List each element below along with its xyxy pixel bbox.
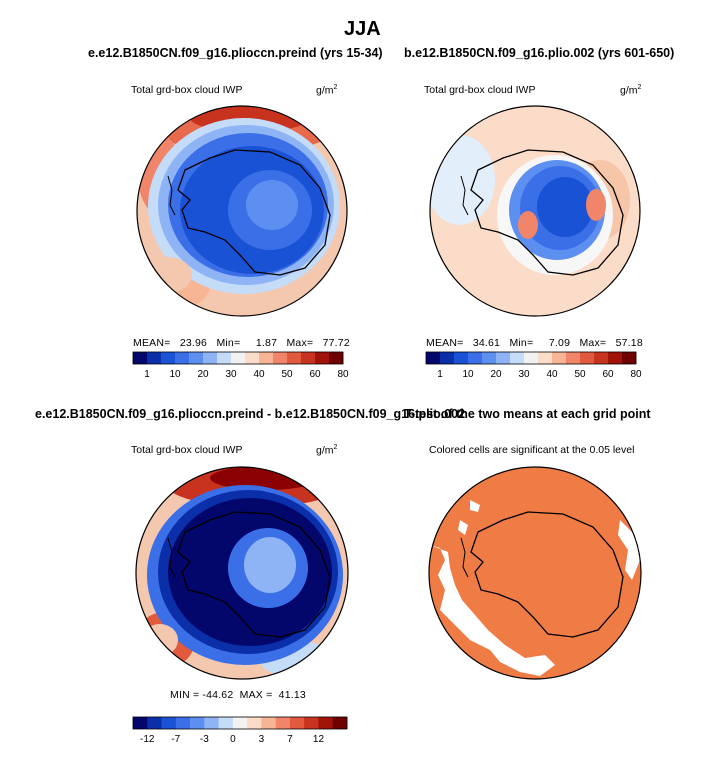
colorbar-swatch bbox=[566, 352, 581, 364]
colorbar-swatch bbox=[247, 717, 262, 729]
colorbar-tick-label: 7 bbox=[287, 734, 293, 745]
colorbar-swatch bbox=[608, 352, 623, 364]
panel-4-field bbox=[429, 467, 641, 679]
colorbar-swatch bbox=[190, 717, 205, 729]
colorbar-tick-label: 40 bbox=[546, 369, 558, 380]
colorbar-swatch bbox=[287, 352, 302, 364]
colorbar-tick-label: 50 bbox=[574, 369, 586, 380]
panel-2-variable-label: Total grd-box cloud IWP bbox=[424, 84, 536, 96]
colorbar-swatch bbox=[329, 352, 344, 364]
panel-1-colorbar: 1 10 20 30 40 50 60 80 bbox=[132, 351, 349, 380]
colorbar-tick-label: 0 bbox=[230, 734, 236, 745]
colorbar-tick-label: 60 bbox=[309, 369, 321, 380]
colorbar-frame bbox=[425, 351, 637, 365]
figure-title: JJA bbox=[344, 18, 381, 40]
panel-1-antarctica-outline bbox=[177, 149, 331, 276]
panel-2-antarctica-outline bbox=[470, 149, 624, 276]
colorbar-swatch bbox=[482, 352, 497, 364]
colorbar-swatch bbox=[147, 717, 162, 729]
panel-1-field bbox=[137, 106, 347, 316]
colorbar-tick-label: 80 bbox=[337, 369, 349, 380]
colorbar-swatch bbox=[175, 717, 191, 729]
panel-3-case-title: e.e12.B1850CN.f09_g16.plioccn.preind - b… bbox=[35, 407, 466, 421]
colorbar-swatch bbox=[552, 352, 567, 364]
colorbar-swatch bbox=[454, 352, 469, 364]
colorbar-swatch bbox=[273, 352, 288, 364]
colorbar-swatch bbox=[468, 352, 483, 364]
colorbar-swatch bbox=[594, 352, 609, 364]
colorbar-swatch bbox=[332, 717, 348, 729]
panel-3-stats: MIN = -44.62 MAX = 41.13 bbox=[170, 689, 306, 701]
colorbar-swatch bbox=[426, 352, 441, 364]
colorbar-tick-label: 1 bbox=[437, 369, 443, 380]
panel-3-field bbox=[136, 467, 348, 679]
colorbar-swatch bbox=[289, 717, 305, 729]
colorbar-swatch bbox=[203, 352, 218, 364]
colorbar-swatch bbox=[133, 717, 148, 729]
colorbar-swatch bbox=[217, 352, 232, 364]
colorbar-swatch bbox=[245, 352, 260, 364]
panel-1-stats: MEAN= 23.96 Min= 1.87 Max= 77.72 bbox=[133, 337, 350, 349]
colorbar-tick-label: 10 bbox=[169, 369, 181, 380]
panel-3-variable-label: Total grd-box cloud IWP bbox=[131, 444, 243, 456]
panel-1-case-title: e.e12.B1850CN.f09_g16.plioccn.preind (yr… bbox=[88, 46, 383, 60]
colorbar-swatch bbox=[622, 352, 637, 364]
colorbar-tick-label: -7 bbox=[171, 734, 180, 745]
colorbar-swatch bbox=[232, 717, 248, 729]
colorbar-tick-label: -3 bbox=[200, 734, 209, 745]
colorbar-swatch bbox=[147, 352, 162, 364]
colorbar-swatch bbox=[204, 717, 219, 729]
colorbar-swatch bbox=[510, 352, 525, 364]
colorbar-swatch bbox=[161, 717, 177, 729]
panel-3-units: g/m2 bbox=[316, 444, 338, 457]
colorbar-tick-label: 50 bbox=[281, 369, 293, 380]
colorbar-swatch bbox=[301, 352, 316, 364]
colorbar-swatch bbox=[133, 352, 148, 364]
panel-2-field bbox=[430, 106, 640, 316]
colorbar-tick-label: -12 bbox=[140, 734, 155, 745]
colorbar-swatch bbox=[496, 352, 511, 364]
panel-1-variable-label: Total grd-box cloud IWP bbox=[131, 84, 243, 96]
panel-4-subtitle: Colored cells are significant at the 0.0… bbox=[429, 444, 635, 456]
colorbar-swatch bbox=[218, 717, 234, 729]
panel-4-antarctica-outline bbox=[470, 511, 624, 638]
colorbar-tick-label: 10 bbox=[462, 369, 474, 380]
colorbar-tick-label: 3 bbox=[259, 734, 265, 745]
colorbar-swatch bbox=[315, 352, 330, 364]
colorbar-swatch bbox=[524, 352, 539, 364]
panel-3-antarctica-outline bbox=[177, 511, 331, 638]
colorbar-swatch bbox=[318, 717, 334, 729]
colorbar-swatch bbox=[231, 352, 246, 364]
panel-2-case-title: b.e12.B1850CN.f09_g16.plio.002 (yrs 601-… bbox=[404, 46, 675, 60]
colorbar-swatch bbox=[275, 717, 291, 729]
colorbar-swatch bbox=[538, 352, 553, 364]
colorbar-tick-label: 1 bbox=[144, 369, 150, 380]
colorbar-tick-label: 20 bbox=[197, 369, 209, 380]
colorbar-tick-label: 12 bbox=[313, 734, 325, 745]
colorbar-swatch bbox=[440, 352, 455, 364]
colorbar-swatch bbox=[175, 352, 190, 364]
panel-2-colorbar: 1 10 20 30 40 50 60 80 bbox=[425, 351, 642, 380]
panel-2-stats: MEAN= 34.61 Min= 7.09 Max= 57.18 bbox=[426, 337, 643, 349]
panel-4-case-title: T-test of the two means at each grid poi… bbox=[404, 407, 651, 421]
colorbar-frame bbox=[132, 716, 348, 730]
colorbar-swatch bbox=[259, 352, 274, 364]
panel-2-units: g/m2 bbox=[620, 84, 642, 97]
panel-1-units: g/m2 bbox=[316, 84, 338, 97]
colorbar-tick-label: 30 bbox=[225, 369, 237, 380]
colorbar-swatch bbox=[304, 717, 319, 729]
colorbar-swatch bbox=[189, 352, 204, 364]
colorbar-tick-label: 60 bbox=[602, 369, 614, 380]
colorbar-frame bbox=[132, 351, 344, 365]
colorbar-swatch bbox=[261, 717, 276, 729]
colorbar-swatch bbox=[580, 352, 595, 364]
colorbar-tick-label: 30 bbox=[518, 369, 530, 380]
colorbar-tick-label: 40 bbox=[253, 369, 265, 380]
colorbar-tick-label: 20 bbox=[490, 369, 502, 380]
panel-3-colorbar: -12 -7 -3 0 3 7 12 bbox=[132, 716, 348, 745]
colorbar-swatch bbox=[161, 352, 176, 364]
colorbar-tick-label: 80 bbox=[630, 369, 642, 380]
